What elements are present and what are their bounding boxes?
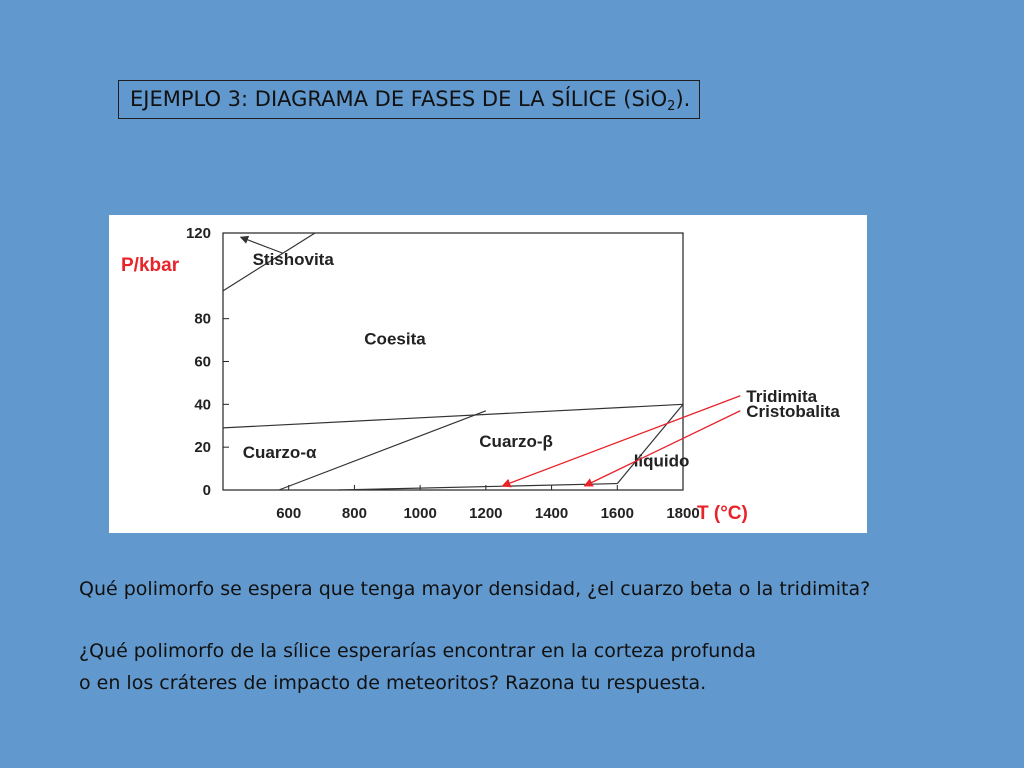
x-tick-label: 1000 [403,505,436,522]
annotation-label: Cristobalita [746,402,840,421]
boundary-line [616,403,684,484]
boundary-line [278,410,487,491]
question-density: Qué polimorfo se espera que tenga mayor … [79,578,871,600]
y-tick-label: 60 [194,354,211,371]
x-tick-label: 1400 [535,505,568,522]
x-tick-label: 1200 [469,505,502,522]
phase-diagram-chart: 0 20 40 60 80 120 600 800 1000 1200 1400 1600 1800 P/… [121,225,840,524]
x-tick-label: 1600 [601,505,634,522]
title-end: ). [675,87,691,111]
phase-label: liquido [634,451,690,470]
phase-label: Stishovita [253,250,335,269]
stishovita-arrow [239,235,283,254]
y-tick-label: 80 [194,311,211,328]
x-axis-label: T (°C) [697,503,748,524]
title-subscript: 2 [667,99,676,114]
question-deep-crust-line1: ¿Qué polimorfo de la sílice esperarías e… [79,640,757,662]
phase-label: Cuarzo-α [243,443,317,462]
y-tick-label: 120 [186,225,211,242]
boundary-line [222,403,684,429]
boundary-line [222,232,316,292]
phase-label: Cuarzo-β [479,432,553,451]
annotation-arrow [583,410,741,487]
annotation-arrow [501,395,741,488]
boundary-line [337,482,618,491]
annotation-label: Tridimita [746,387,817,406]
y-axis-label: P/kbar [121,255,180,276]
question-deep-crust-line2: o en los cráteres de impacto de meteorit… [79,672,707,694]
x-tick-label: 600 [276,505,301,522]
phase-label: Coesita [364,329,426,348]
y-tick-label: 40 [194,396,211,413]
slide-title: EJEMPLO 3: DIAGRAMA DE FASES DE LA SÍLIC… [118,80,700,119]
x-tick-label: 1800 [666,505,699,522]
title-text: EJEMPLO 3: DIAGRAMA DE FASES DE LA SÍLIC… [130,87,668,111]
phase-diagram-figure: 0 20 40 60 80 120 600 800 1000 1200 1400 1600 1800 P/… [109,215,867,533]
y-tick-label: 0 [203,482,211,499]
y-tick-label: 20 [194,439,211,456]
x-tick-label: 800 [342,505,367,522]
